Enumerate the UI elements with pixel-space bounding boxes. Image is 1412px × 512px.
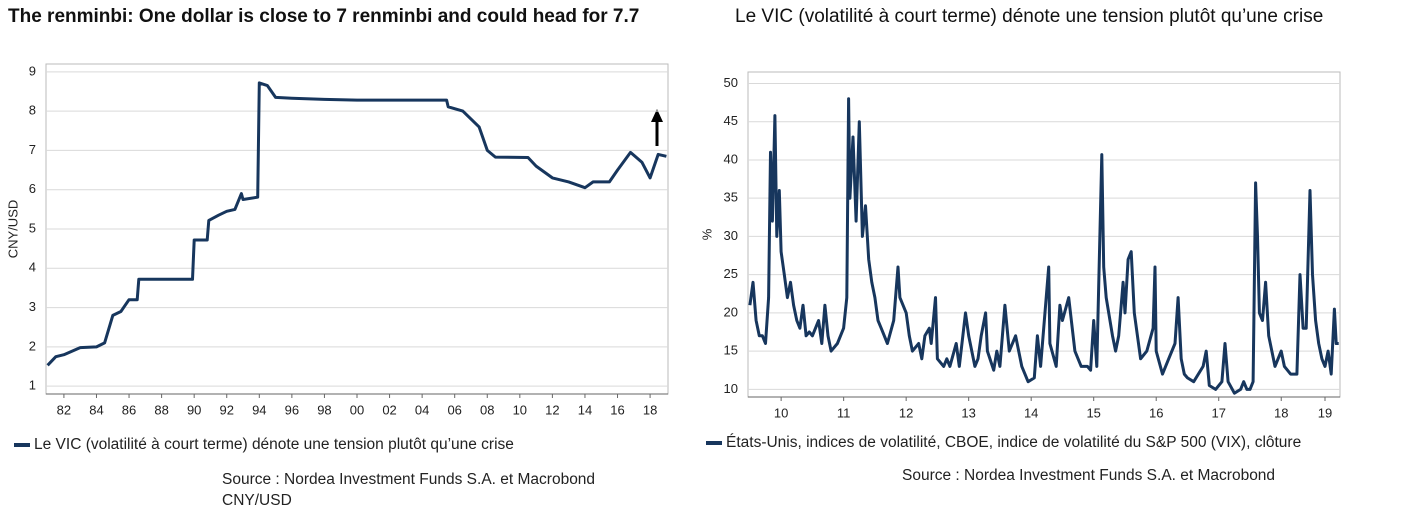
x-tick-label: 15 [1086,405,1100,420]
y-tick-label: 2 [29,338,36,353]
legend: Le VIC (volatilité à court terme) dénote… [14,436,514,454]
legend-label: Le VIC (volatilité à court terme) dénote… [34,436,514,453]
y-tick-label: 25 [724,266,738,281]
legend-swatch [14,442,30,447]
y-tick-label: 7 [29,142,36,157]
chart-title: Le VIC (volatilité à court terme) dénote… [735,6,1324,27]
y-axis-label: % [699,228,714,240]
x-tick-label: 11 [837,405,851,420]
x-tick-label: 12 [899,405,913,420]
y-tick-label: 5 [29,220,36,235]
y-tick-label: 35 [724,190,738,205]
y-tick-label: 20 [724,304,738,319]
x-tick-label: 17 [1211,405,1225,420]
y-tick-label: 4 [29,260,36,275]
x-tick-label: 16 [1149,405,1163,420]
line [46,81,667,367]
plot-frame [747,71,1341,398]
x-tick-label: 96 [285,402,299,417]
y-tick-label: 45 [724,113,738,128]
y-tick-label: 6 [29,181,36,196]
source-line: CNY/USD [222,492,292,509]
x-tick-label: 98 [317,402,331,417]
y-tick-label: 8 [29,103,36,118]
x-tick-label: 13 [961,405,975,420]
x-tick-label: 18 [643,402,657,417]
x-tick-label: 88 [154,402,168,417]
line [748,97,1339,395]
x-tick-label: 08 [480,402,494,417]
source-line: Source : Nordea Investment Funds S.A. et… [222,471,596,488]
source: Source : Nordea Investment Funds S.A. et… [902,465,1275,486]
x-tick-label: 02 [382,402,396,417]
source: Source : Nordea Investment Funds S.A. et… [222,469,595,511]
y-tick-label: 50 [724,75,738,90]
legend: États-Unis, indices de volatilité, CBOE,… [706,434,1301,452]
x-tick-label: 86 [122,402,136,417]
chart-title: The renminbi: One dollar is close to 7 r… [8,6,640,27]
x-tick-label: 18 [1274,405,1288,420]
x-tick-label: 82 [57,402,71,417]
x-tick-label: 04 [415,402,429,417]
x-tick-label: 84 [89,402,103,417]
y-axis-label: CNY/USD [5,200,20,259]
arrow-head [651,109,663,122]
x-tick-label: 19 [1318,405,1332,420]
y-tick-label: 1 [29,378,36,393]
x-tick-label: 00 [350,402,364,417]
x-tick-label: 14 [578,402,592,417]
x-tick-label: 90 [187,402,201,417]
x-tick-label: 10 [774,405,788,420]
y-tick-label: 30 [724,228,738,243]
source-line: Source : Nordea Investment Funds S.A. et… [902,467,1276,484]
x-tick-label: 12 [545,402,559,417]
x-tick-label: 16 [610,402,624,417]
x-tick-label: 92 [220,402,234,417]
legend-swatch [706,440,722,445]
x-tick-label: 06 [447,402,461,417]
legend-label: États-Unis, indices de volatilité, CBOE,… [726,434,1302,451]
x-tick-label: 10 [513,402,527,417]
y-tick-label: 15 [724,343,738,358]
y-tick-label: 40 [724,151,738,166]
y-tick-label: 3 [29,299,36,314]
x-tick-label: 14 [1024,405,1038,420]
x-tick-label: 94 [252,402,266,417]
y-tick-label: 10 [724,381,738,396]
y-tick-label: 9 [29,63,36,78]
